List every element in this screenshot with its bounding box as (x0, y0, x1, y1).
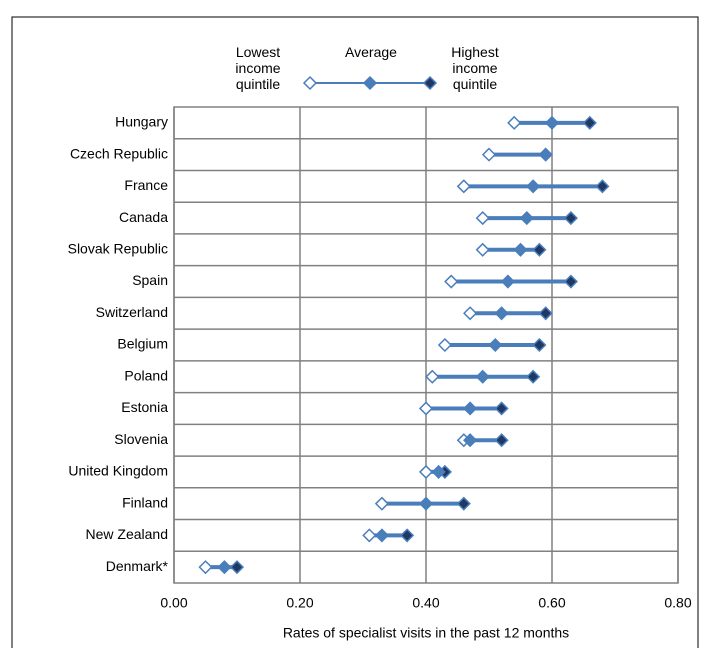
legend-marker (422, 75, 438, 91)
marker (437, 337, 452, 353)
marker (475, 369, 490, 384)
y-tick-label: Canada (119, 209, 168, 225)
y-tick-label: France (124, 177, 168, 193)
y-tick-label: Spain (132, 272, 168, 288)
marker (374, 496, 389, 511)
legend-label: Highest income quintile (451, 44, 499, 92)
y-tick-label: Switzerland (96, 304, 168, 320)
y-tick-label: Poland (124, 367, 168, 383)
x-tick-label: 0.00 (160, 595, 187, 611)
marker (418, 401, 434, 416)
marker (475, 242, 490, 257)
legend-label: Lowest income quintile (235, 44, 281, 92)
legend-marker (302, 75, 318, 91)
legend-label: Average (345, 44, 397, 60)
marker (563, 211, 578, 226)
marker (463, 401, 478, 416)
marker (481, 147, 497, 162)
marker (526, 179, 541, 194)
marker (217, 560, 232, 575)
marker (582, 115, 597, 130)
y-tick-label: Hungary (115, 114, 168, 130)
y-tick-label: Slovak Republic (68, 241, 168, 257)
y-tick-label: Estonia (121, 399, 168, 415)
marker (500, 274, 515, 289)
marker (563, 274, 578, 289)
marker (494, 401, 509, 416)
marker (400, 528, 415, 543)
marker (362, 528, 377, 543)
marker (595, 179, 610, 194)
x-tick-label: 0.80 (664, 595, 691, 611)
marker (229, 560, 245, 575)
marker (475, 211, 490, 226)
marker (431, 464, 446, 479)
marker (425, 369, 440, 384)
marker (463, 306, 478, 321)
marker (532, 242, 547, 257)
legend-marker (362, 75, 378, 91)
frame (11, 16, 699, 648)
marker (538, 306, 553, 321)
marker (494, 433, 509, 448)
y-tick-label: New Zealand (86, 526, 169, 542)
x-tick-label: 0.40 (412, 595, 439, 611)
marker (444, 274, 459, 289)
y-tick-label: Denmark* (106, 558, 169, 574)
marker (198, 560, 213, 575)
marker (538, 147, 553, 162)
marker (532, 337, 547, 353)
y-tick-label: United Kingdom (68, 463, 168, 479)
marker (456, 496, 471, 511)
marker (456, 179, 471, 194)
y-tick-label: Belgium (117, 336, 168, 352)
y-tick-label: Finland (122, 494, 168, 510)
marker (544, 115, 560, 130)
y-tick-label: Slovenia (114, 431, 168, 447)
marker (494, 306, 509, 321)
marker (374, 528, 389, 543)
marker (418, 496, 434, 511)
y-tick-label: Czech Republic (70, 145, 168, 161)
x-axis-title: Rates of specialist visits in the past 1… (283, 625, 569, 641)
marker (526, 369, 541, 384)
marker (488, 337, 503, 353)
marker (519, 211, 534, 226)
marker (513, 242, 528, 257)
marker (418, 464, 434, 479)
marker (463, 433, 478, 448)
marker (507, 115, 522, 130)
x-tick-label: 0.60 (538, 595, 565, 611)
x-tick-label: 0.20 (286, 595, 313, 611)
